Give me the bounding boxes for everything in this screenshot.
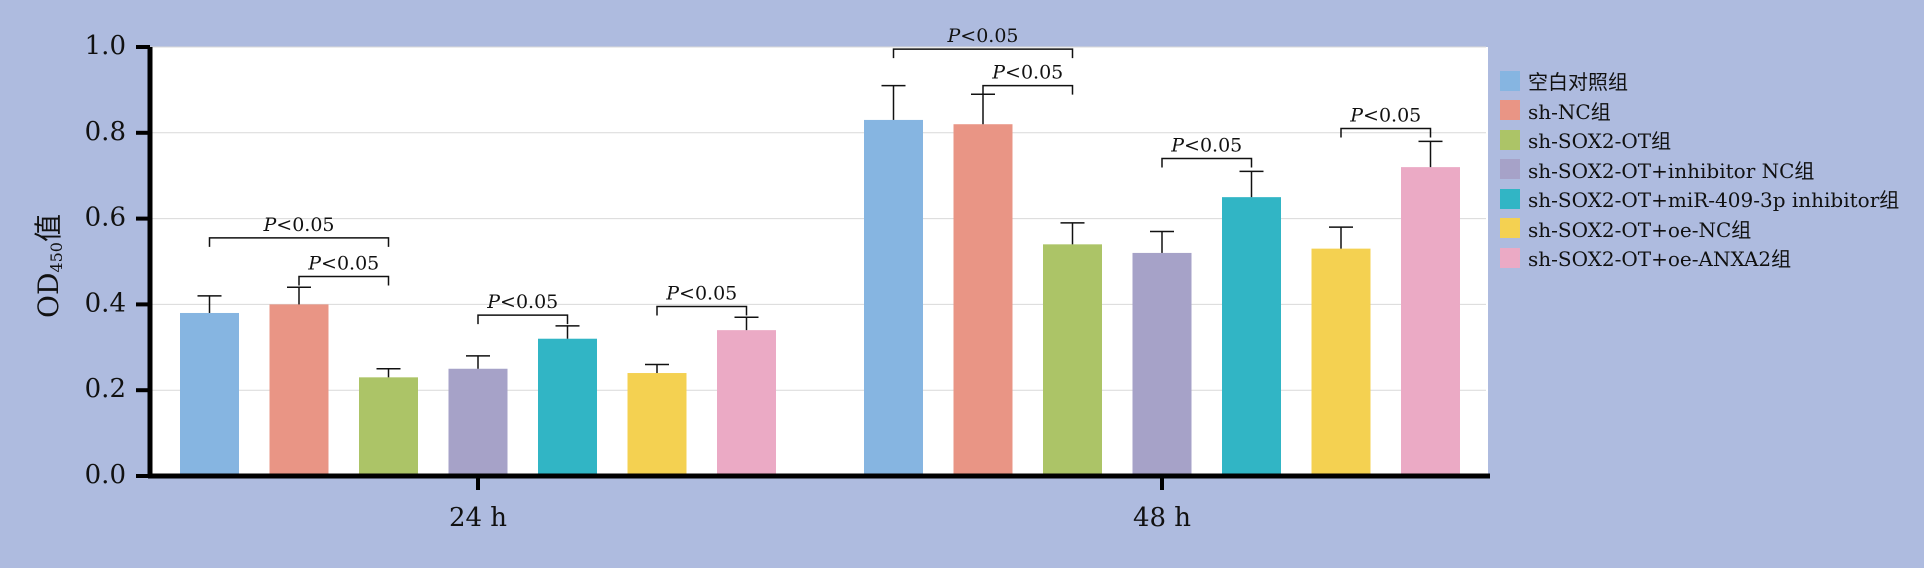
bar — [627, 373, 687, 476]
x-tick-label: 24 h — [449, 503, 507, 533]
x-ticks: 24 h 48 h — [449, 476, 1191, 533]
legend-swatch — [1500, 100, 1520, 121]
error-bar — [466, 355, 490, 369]
bar — [864, 119, 923, 477]
significance-bracket: P<0.05 — [656, 283, 748, 316]
bar — [538, 338, 597, 476]
legend-item: sh-SOX2-OT+oe-NC组 — [1500, 214, 1899, 244]
legend-swatch — [1500, 247, 1520, 268]
y-tick-label: 0.0 — [85, 460, 126, 490]
error-bar — [1060, 222, 1085, 245]
y-tick-label: 0.8 — [85, 117, 126, 147]
legend-swatch — [1500, 159, 1520, 180]
legend-item: sh-SOX2-OT+inhibitor NC组 — [1500, 155, 1899, 185]
bar — [1043, 244, 1102, 476]
legend-item: sh-SOX2-OT+oe-ANXA2组 — [1500, 243, 1899, 273]
y-axis-label: OD450值 — [32, 214, 66, 318]
legend-swatch — [1500, 218, 1520, 239]
legend-label: sh-SOX2-OT+oe-NC组 — [1528, 217, 1752, 242]
bar — [180, 312, 239, 476]
bar — [1132, 252, 1192, 476]
significance-label: P<0.05 — [946, 25, 1018, 47]
significance-bracket: P<0.05 — [1340, 105, 1432, 138]
error-bar — [645, 363, 669, 374]
legend-label: sh-SOX2-OT+miR-409-3p inhibitor组 — [1528, 188, 1900, 213]
error-bar — [881, 84, 906, 120]
bar — [953, 124, 1013, 476]
legend-label: sh-SOX2-OT+oe-ANXA2组 — [1528, 247, 1792, 272]
bar — [359, 377, 418, 476]
axes — [147, 47, 1490, 479]
error-bars — [197, 84, 1443, 378]
legend-swatch — [1500, 129, 1520, 150]
significance-bracket: P<0.05 — [982, 62, 1074, 95]
x-tick-label: 48 h — [1133, 503, 1191, 533]
significance-bracket: P<0.05 — [477, 291, 569, 325]
legend-label: sh-SOX2-OT组 — [1528, 129, 1672, 154]
y-tick-label: 0.2 — [85, 374, 126, 404]
legend-item: sh-NC组 — [1500, 96, 1899, 126]
bar — [1222, 197, 1281, 476]
y-tick-label: 0.6 — [85, 203, 126, 233]
significance-bracket: P<0.05 — [1161, 135, 1253, 168]
significance-label: P<0.05 — [307, 253, 379, 275]
error-bar — [734, 316, 759, 331]
significance-label: P<0.05 — [262, 214, 334, 236]
significance-annotations: P<0.05 P<0.05 P<0.05 P<0.05 P<0.05 P<0.05 P<0.… — [208, 25, 1432, 325]
y-ticks: 0.0 0.2 0.4 0.6 0.8 1.0 — [85, 31, 150, 490]
legend-item: 空白对照组 — [1500, 66, 1899, 96]
bar — [448, 368, 508, 476]
legend-label: 空白对照组 — [1528, 70, 1628, 95]
bar — [1311, 248, 1371, 476]
legend-item: sh-SOX2-OT组 — [1500, 125, 1899, 155]
bar — [717, 330, 776, 476]
error-bar — [1150, 230, 1174, 253]
bars — [180, 119, 1460, 477]
error-bar — [1329, 226, 1353, 249]
legend-swatch — [1500, 70, 1520, 91]
error-bar — [1239, 170, 1264, 198]
significance-label: P<0.05 — [1349, 105, 1421, 127]
legend-label: sh-SOX2-OT+inhibitor NC组 — [1528, 158, 1815, 183]
significance-label: P<0.05 — [486, 291, 558, 313]
error-bar — [555, 325, 580, 339]
error-bar — [376, 368, 401, 378]
significance-label: P<0.05 — [991, 62, 1063, 84]
y-tick-label: 1.0 — [85, 31, 126, 61]
error-bar — [197, 295, 222, 313]
error-bar — [287, 286, 311, 305]
bar — [1401, 167, 1460, 476]
significance-bracket: P<0.05 — [298, 253, 390, 286]
legend-label: sh-NC组 — [1528, 99, 1611, 124]
significance-label: P<0.05 — [1170, 135, 1242, 157]
significance-bracket: P<0.05 — [892, 25, 1074, 59]
legend: 空白对照组 sh-NC组 sh-SOX2-OT组 sh-SOX2-OT+inhibit… — [1500, 66, 1899, 273]
error-bar — [1418, 140, 1443, 168]
y-tick-label: 0.4 — [85, 288, 126, 318]
legend-item: sh-SOX2-OT+miR-409-3p inhibitor组 — [1500, 184, 1899, 214]
significance-label: P<0.05 — [665, 283, 737, 305]
significance-bracket: P<0.05 — [208, 214, 390, 247]
bar — [269, 304, 329, 476]
legend-swatch — [1500, 188, 1520, 209]
